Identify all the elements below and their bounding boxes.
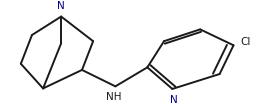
Text: N: N (57, 1, 65, 11)
Text: NH: NH (106, 92, 122, 102)
Text: Cl: Cl (240, 37, 251, 47)
Text: N: N (170, 95, 178, 105)
